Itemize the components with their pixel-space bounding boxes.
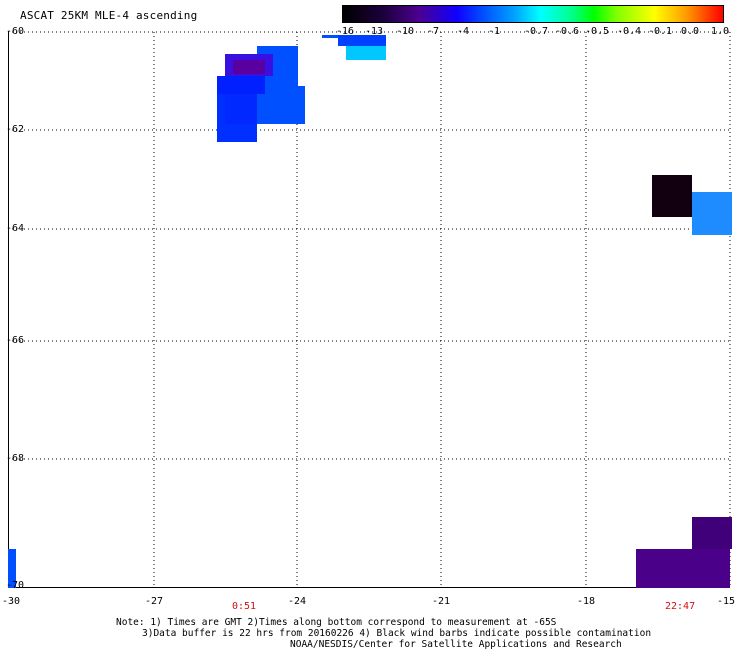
colorbar-tick: 0.0 [680, 26, 700, 37]
y-tick-label: -60 [6, 26, 25, 37]
map-title: ASCAT 25KM MLE-4 ascending [20, 9, 198, 22]
note-line-1: Note: 1) Times are GMT 2)Times along bot… [116, 617, 557, 628]
x-tick-label: -27 [144, 596, 164, 607]
note-line-2: 3)Data buffer is 22 hrs from 20160226 4)… [142, 628, 652, 639]
data-cell [8, 549, 16, 588]
colorbar-tick: -4 [456, 26, 470, 37]
x-tick-label: -18 [576, 596, 596, 607]
data-cell [233, 60, 265, 74]
data-cell [692, 192, 732, 235]
data-cell [652, 175, 692, 217]
y-tick-label: -66 [6, 335, 25, 346]
grid-lines [8, 31, 731, 588]
data-cell [225, 94, 257, 124]
y-tick-label: -68 [6, 453, 25, 464]
data-cell [346, 46, 386, 60]
y-tick-label: -62 [6, 124, 25, 135]
data-cells [8, 35, 732, 588]
colorbar-tick: -1 [487, 26, 501, 37]
colorbar-tick: -0.6 [554, 26, 580, 37]
time-label-right: 22:47 [665, 601, 696, 612]
data-cell [636, 549, 730, 588]
x-tick-label: -21 [431, 596, 451, 607]
credit-line: NOAA/NESDIS/Center for Satellite Applica… [290, 639, 622, 650]
x-tick-label: -30 [1, 596, 21, 607]
x-tick-label: -15 [716, 596, 736, 607]
x-tick-label: -24 [287, 596, 307, 607]
data-cell [322, 35, 338, 38]
time-label-left: 0:51 [232, 601, 257, 612]
y-tick-label: -64 [6, 223, 25, 234]
map-frame [8, 32, 730, 588]
data-cell [692, 517, 732, 549]
data-cell [217, 76, 265, 94]
y-tick-label: -70 [6, 580, 25, 591]
colorbar [342, 5, 724, 23]
colorbar-tick: -13 [364, 26, 384, 37]
data-cell [338, 35, 386, 46]
